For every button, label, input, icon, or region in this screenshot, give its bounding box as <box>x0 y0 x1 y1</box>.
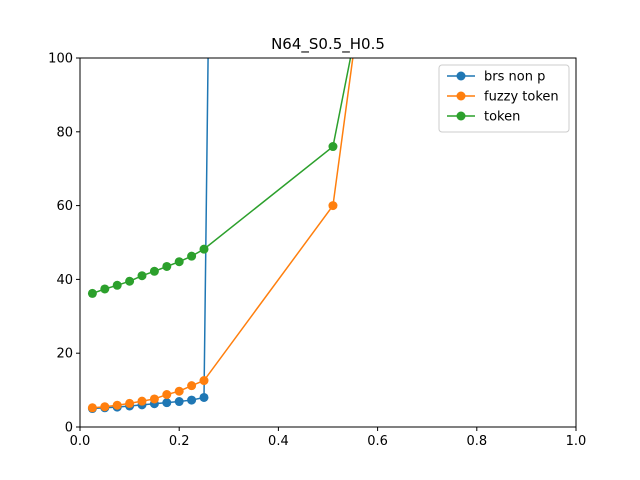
y-axis: 0 20 40 60 80 100 <box>48 52 80 436</box>
legend-marker <box>456 111 466 121</box>
y-tick-label: 20 <box>56 347 73 362</box>
data-point-token <box>174 257 184 267</box>
legend-marker <box>456 91 466 101</box>
data-point-fuzzy-token <box>353 17 362 26</box>
data-point-token <box>87 288 97 298</box>
legend-label: fuzzy token <box>484 90 559 105</box>
x-tick-label: 0.4 <box>268 434 289 449</box>
data-point-brs-non-p <box>199 392 209 402</box>
y-tick-label: 100 <box>48 52 73 67</box>
x-tick-label: 0.8 <box>466 434 487 449</box>
legend-label: token <box>484 110 520 125</box>
data-point-token <box>199 244 209 254</box>
x-tick-label: 0.6 <box>367 434 388 449</box>
data-point-fuzzy-token <box>187 381 197 391</box>
legend-marker <box>456 71 466 81</box>
data-point-fuzzy-token <box>162 390 172 400</box>
series-layer <box>87 17 362 414</box>
data-point-token <box>125 276 135 286</box>
data-point-token <box>328 142 338 152</box>
data-point-fuzzy-token <box>87 403 97 413</box>
y-tick-label: 60 <box>56 199 73 214</box>
x-tick-label: 0.0 <box>70 434 91 449</box>
data-point-token <box>149 266 159 276</box>
x-tick-label: 0.2 <box>169 434 190 449</box>
series-line-token <box>92 58 352 295</box>
data-point-brs-non-p <box>187 395 197 405</box>
data-point-token <box>162 261 172 271</box>
series-line-brs-non-p <box>92 58 209 410</box>
plot-frame <box>79 57 577 428</box>
data-point-fuzzy-token <box>112 400 122 410</box>
y-tick-label: 80 <box>56 125 73 140</box>
data-point-token <box>137 271 147 281</box>
data-point-brs-non-p <box>162 398 172 408</box>
x-tick-label: 1.0 <box>566 434 587 449</box>
data-point-fuzzy-token <box>149 394 159 404</box>
chart-title: N64_S0.5_H0.5 <box>271 35 385 54</box>
data-point-token <box>353 17 362 26</box>
series-line-fuzzy-token <box>92 58 354 409</box>
data-point-fuzzy-token <box>137 396 147 406</box>
data-point-token <box>112 280 122 290</box>
data-point-token <box>100 284 110 294</box>
y-tick-label: 40 <box>56 273 73 288</box>
data-point-fuzzy-token <box>328 201 338 211</box>
data-point-token <box>187 251 197 261</box>
data-point-fuzzy-token <box>100 402 110 412</box>
legend-label: brs non p <box>484 70 545 85</box>
data-point-brs-non-p <box>174 397 184 407</box>
data-point-fuzzy-token <box>125 398 135 408</box>
data-point-fuzzy-token <box>174 386 184 396</box>
legend: brs non p fuzzy token token <box>438 64 570 133</box>
x-axis: 0.0 0.2 0.4 0.6 0.8 1.0 <box>70 427 587 449</box>
y-tick-label: 0 <box>65 421 73 436</box>
data-point-fuzzy-token <box>199 376 209 386</box>
